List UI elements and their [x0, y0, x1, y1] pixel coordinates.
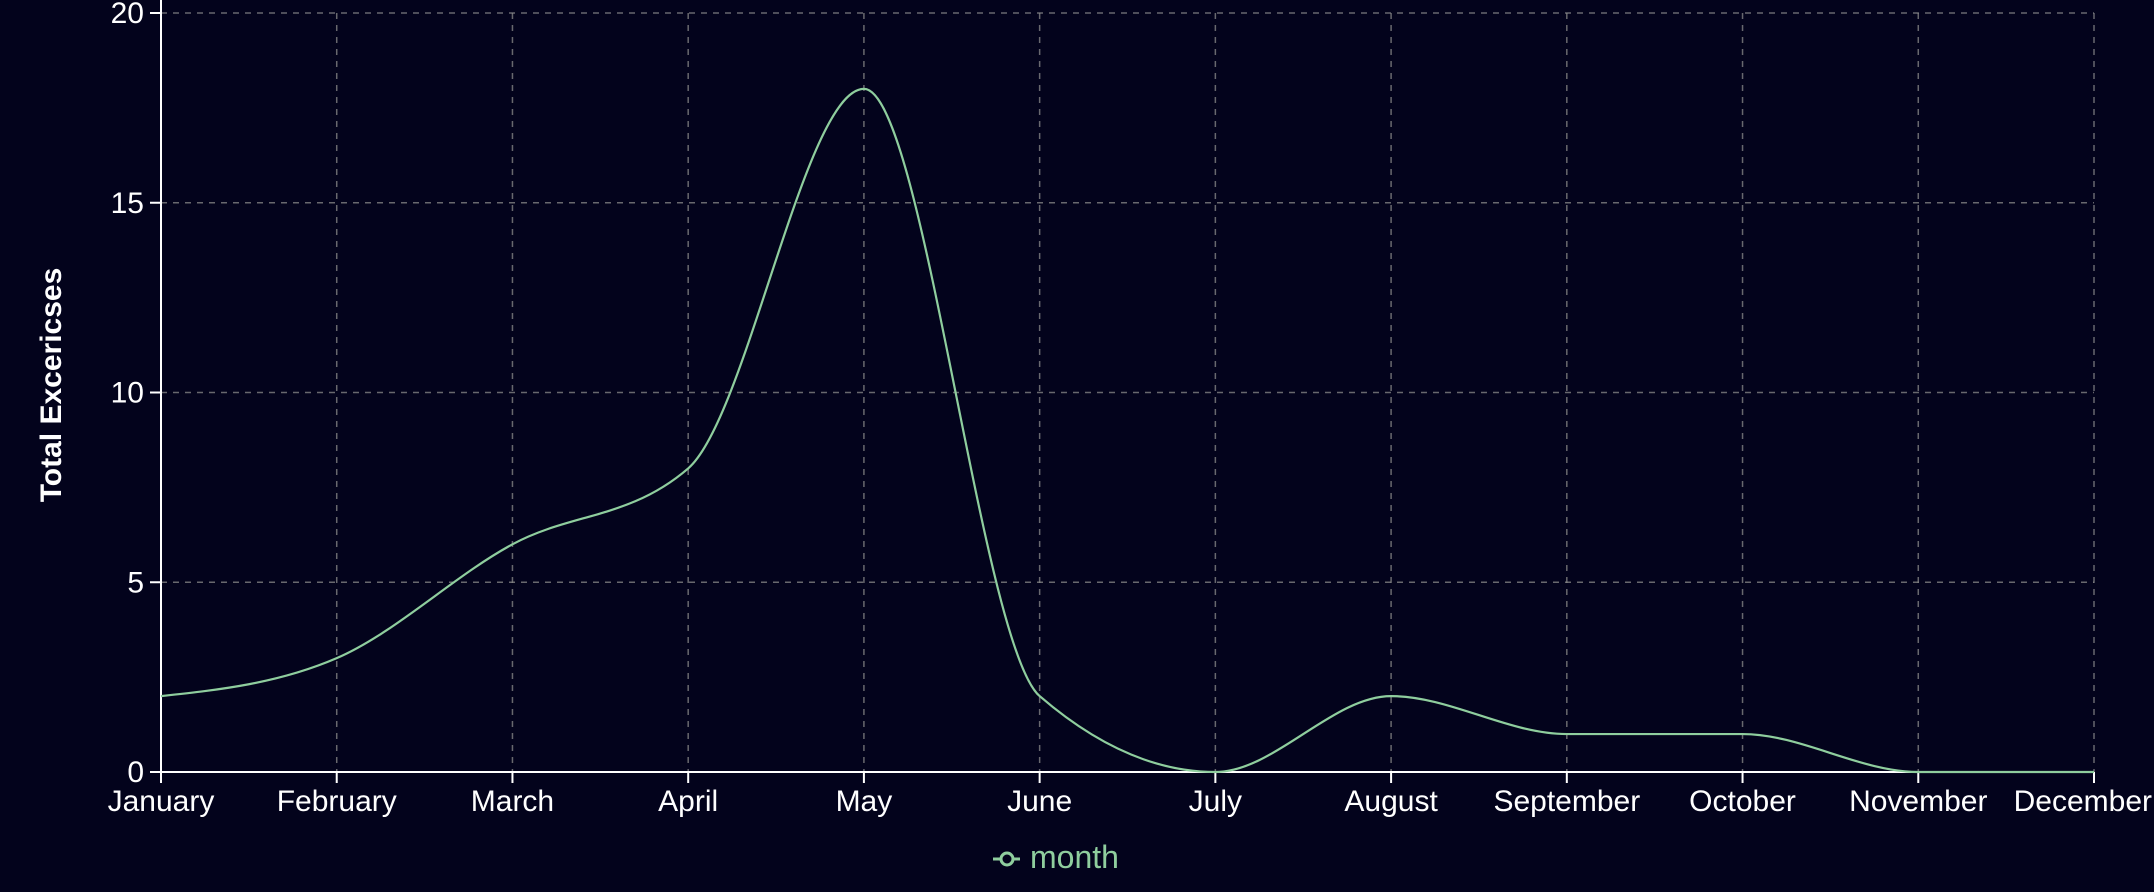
x-tick-label-january: January [108, 785, 215, 818]
axes [150, 0, 2095, 783]
legend-marker-icon [999, 851, 1015, 867]
x-tick-label-april: April [658, 785, 718, 818]
y-tick-label: 5 [127, 566, 144, 599]
x-tick-label-march: March [471, 785, 554, 818]
x-tick-label-october: October [1689, 785, 1796, 818]
x-tick-label-june: June [1007, 785, 1072, 818]
x-tick-label-september: September [1493, 785, 1640, 818]
x-tick-label-february: February [277, 785, 397, 818]
series-line-month [160, 87, 2094, 774]
labels: 0 5 10 15 20 January February March April May June… [108, 0, 2152, 818]
legend[interactable]: month [993, 839, 1119, 875]
y-tick-label: 15 [111, 187, 144, 220]
x-tick-label-july: July [1189, 785, 1242, 818]
grid [161, 12, 2095, 772]
y-tick-label: 10 [111, 377, 144, 410]
y-tick-label: 0 [127, 756, 144, 789]
y-axis-title: Total Excericses [35, 268, 68, 503]
x-tick-label-august: August [1344, 785, 1438, 818]
series-layer [160, 87, 2094, 774]
x-tick-label-december: December [2014, 785, 2152, 818]
x-tick-label-may: May [836, 785, 893, 818]
legend-label: month [1030, 839, 1119, 875]
x-tick-label-november: November [1849, 785, 1987, 818]
y-tick-label: 20 [111, 0, 144, 30]
